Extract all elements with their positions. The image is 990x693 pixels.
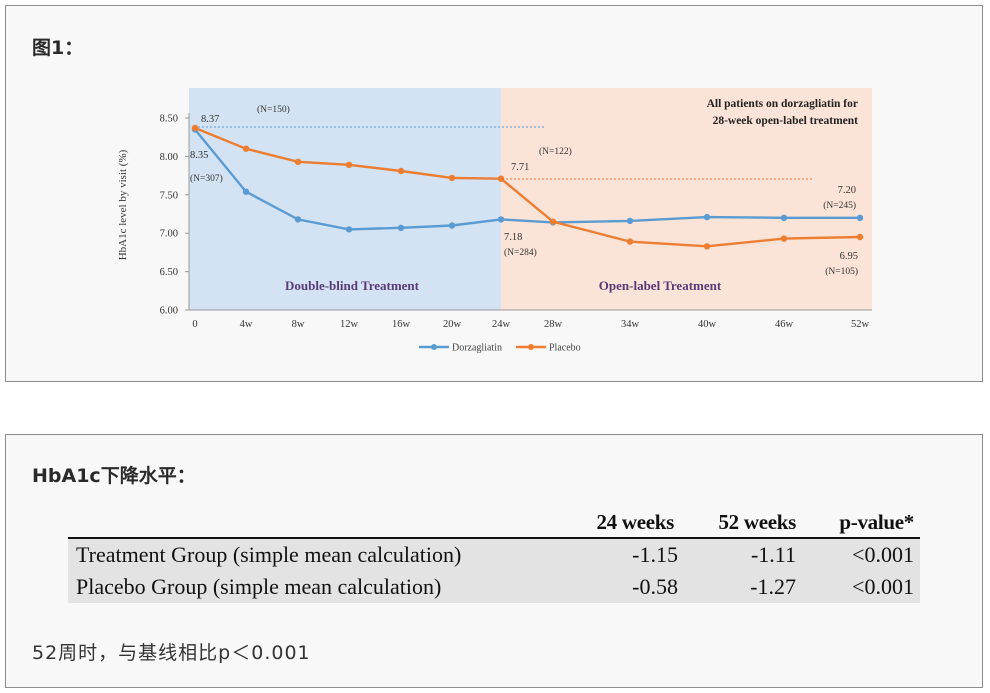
- cell-24w: -1.15: [632, 542, 678, 567]
- table-row: Placebo Group (simple mean calculation) …: [68, 571, 920, 603]
- data-point-dorzagliatin: [242, 188, 250, 195]
- y-tick-label: 7.50: [160, 190, 178, 201]
- table-header: 24 weeks 52 weeks p-value*: [68, 509, 920, 539]
- legend-label-dorzagliatin: Dorzagliatin: [452, 343, 502, 354]
- cell-p-value: <0.001: [852, 542, 914, 567]
- table-row: Treatment Group (simple mean calculation…: [68, 539, 920, 571]
- x-tick-label: 4w: [240, 319, 253, 330]
- data-point-placebo: [703, 243, 711, 250]
- data-point-placebo: [397, 167, 405, 175]
- data-point-dorzagliatin: [856, 214, 864, 221]
- annotation-placebo-start: 8.37: [201, 114, 219, 125]
- row-label: Treatment Group (simple mean calculation…: [76, 542, 462, 567]
- y-tick-label: 8.50: [160, 114, 178, 125]
- region-label-open-label: Open-label Treatment: [599, 278, 722, 293]
- x-tick-label: 0: [192, 319, 197, 330]
- cell-24w: -0.58: [632, 574, 678, 599]
- data-point-placebo: [191, 124, 199, 132]
- y-tick-label: 6.50: [160, 267, 178, 278]
- annotation-dorz-24-n: (N=284): [504, 247, 537, 258]
- x-tick-label: 40w: [698, 319, 717, 330]
- y-axis-label: HbA1c level by visit (%): [117, 149, 129, 260]
- hba1c-line-chart: 6.00 6.50 7.00 7.50 8.00 8.50 0 4w 8w 12w 16w 20w 24…: [117, 88, 872, 354]
- figure-title: 图1：: [32, 37, 84, 59]
- legend-marker-dorzagliatin: [431, 344, 437, 350]
- y-tick-label: 7.00: [160, 229, 178, 240]
- x-tick-label: 16w: [392, 319, 411, 330]
- cell-52w: -1.11: [750, 542, 796, 567]
- results-panel: HbA1c下降水平： 24 weeks 52 weeks p-value* Tr…: [5, 434, 983, 688]
- data-point-dorzagliatin: [397, 224, 405, 231]
- cell-p-value: <0.001: [852, 574, 914, 599]
- annotation-placebo-52: 6.95: [840, 251, 858, 262]
- figure-panel: 图1： 6.00 6.50 7.00 7.50 8.00 8.50 0 4w 8w 12w 16w 2…: [5, 5, 983, 382]
- annotation-dorz-52-n: (N=245): [823, 200, 856, 211]
- annotation-placebo-24-n: (N=122): [539, 146, 572, 157]
- data-point-placebo: [345, 161, 353, 168]
- data-point-dorzagliatin: [780, 214, 788, 221]
- data-point-dorzagliatin: [497, 216, 505, 223]
- data-point-placebo: [626, 238, 634, 245]
- annotation-placebo-start-n: (N=150): [257, 104, 290, 115]
- y-tick-label: 6.00: [160, 306, 178, 317]
- annotation-dorz-start-n: (N=307): [190, 173, 223, 184]
- data-point-dorzagliatin: [345, 226, 353, 233]
- data-point-dorzagliatin: [703, 213, 711, 221]
- data-point-placebo: [294, 158, 302, 165]
- x-tick-label: 34w: [621, 319, 640, 330]
- annotation-placebo-52-n: (N=105): [825, 266, 858, 277]
- note-line-2: 28-week open-label treatment: [713, 115, 859, 127]
- header-24-weeks: 24 weeks: [596, 510, 674, 534]
- x-tick-label: 28w: [544, 319, 563, 330]
- results-table: 24 weeks 52 weeks p-value* Treatment Gro…: [68, 509, 920, 603]
- open-label-region: [501, 88, 872, 310]
- annotation-dorz-24: 7.18: [504, 232, 522, 243]
- results-title: HbA1c下降水平：: [32, 465, 196, 487]
- y-tick-label: 8.00: [160, 152, 178, 163]
- series-line-placebo: [194, 126, 861, 248]
- x-tick-label: 52w: [851, 319, 870, 330]
- series-line-dorzagliatin: [194, 128, 860, 231]
- x-tick-label: 12w: [340, 319, 359, 330]
- data-point-placebo: [856, 233, 864, 241]
- data-point-placebo: [497, 175, 505, 182]
- x-tick-label: 24w: [492, 319, 511, 330]
- header-52-weeks: 52 weeks: [718, 510, 796, 534]
- legend-label-placebo: Placebo: [549, 343, 581, 354]
- region-label-double-blind: Double-blind Treatment: [285, 278, 420, 293]
- data-point-placebo: [780, 235, 788, 242]
- annotation-dorz-52: 7.20: [838, 185, 856, 196]
- x-tick-label: 46w: [775, 319, 794, 330]
- data-point-dorzagliatin: [448, 222, 456, 229]
- annotation-dorz-start: 8.35: [190, 150, 208, 161]
- cell-52w: -1.27: [750, 574, 796, 599]
- data-point-placebo: [549, 218, 557, 225]
- data-point-dorzagliatin: [294, 216, 302, 223]
- x-tick-label: 20w: [443, 319, 462, 330]
- header-p-value: p-value*: [839, 510, 914, 534]
- annotation-placebo-24: 7.71: [511, 162, 529, 173]
- legend-marker-placebo: [528, 344, 534, 350]
- double-blind-region: [189, 88, 501, 310]
- x-tick-label: 8w: [292, 319, 305, 330]
- footnote: 52周时，与基线相比p＜0.001: [32, 642, 311, 664]
- note-line-1: All patients on dorzagliatin for: [707, 98, 858, 110]
- data-point-dorzagliatin: [626, 217, 634, 225]
- data-point-placebo: [242, 145, 250, 152]
- data-point-placebo: [448, 174, 456, 182]
- row-label: Placebo Group (simple mean calculation): [76, 574, 442, 599]
